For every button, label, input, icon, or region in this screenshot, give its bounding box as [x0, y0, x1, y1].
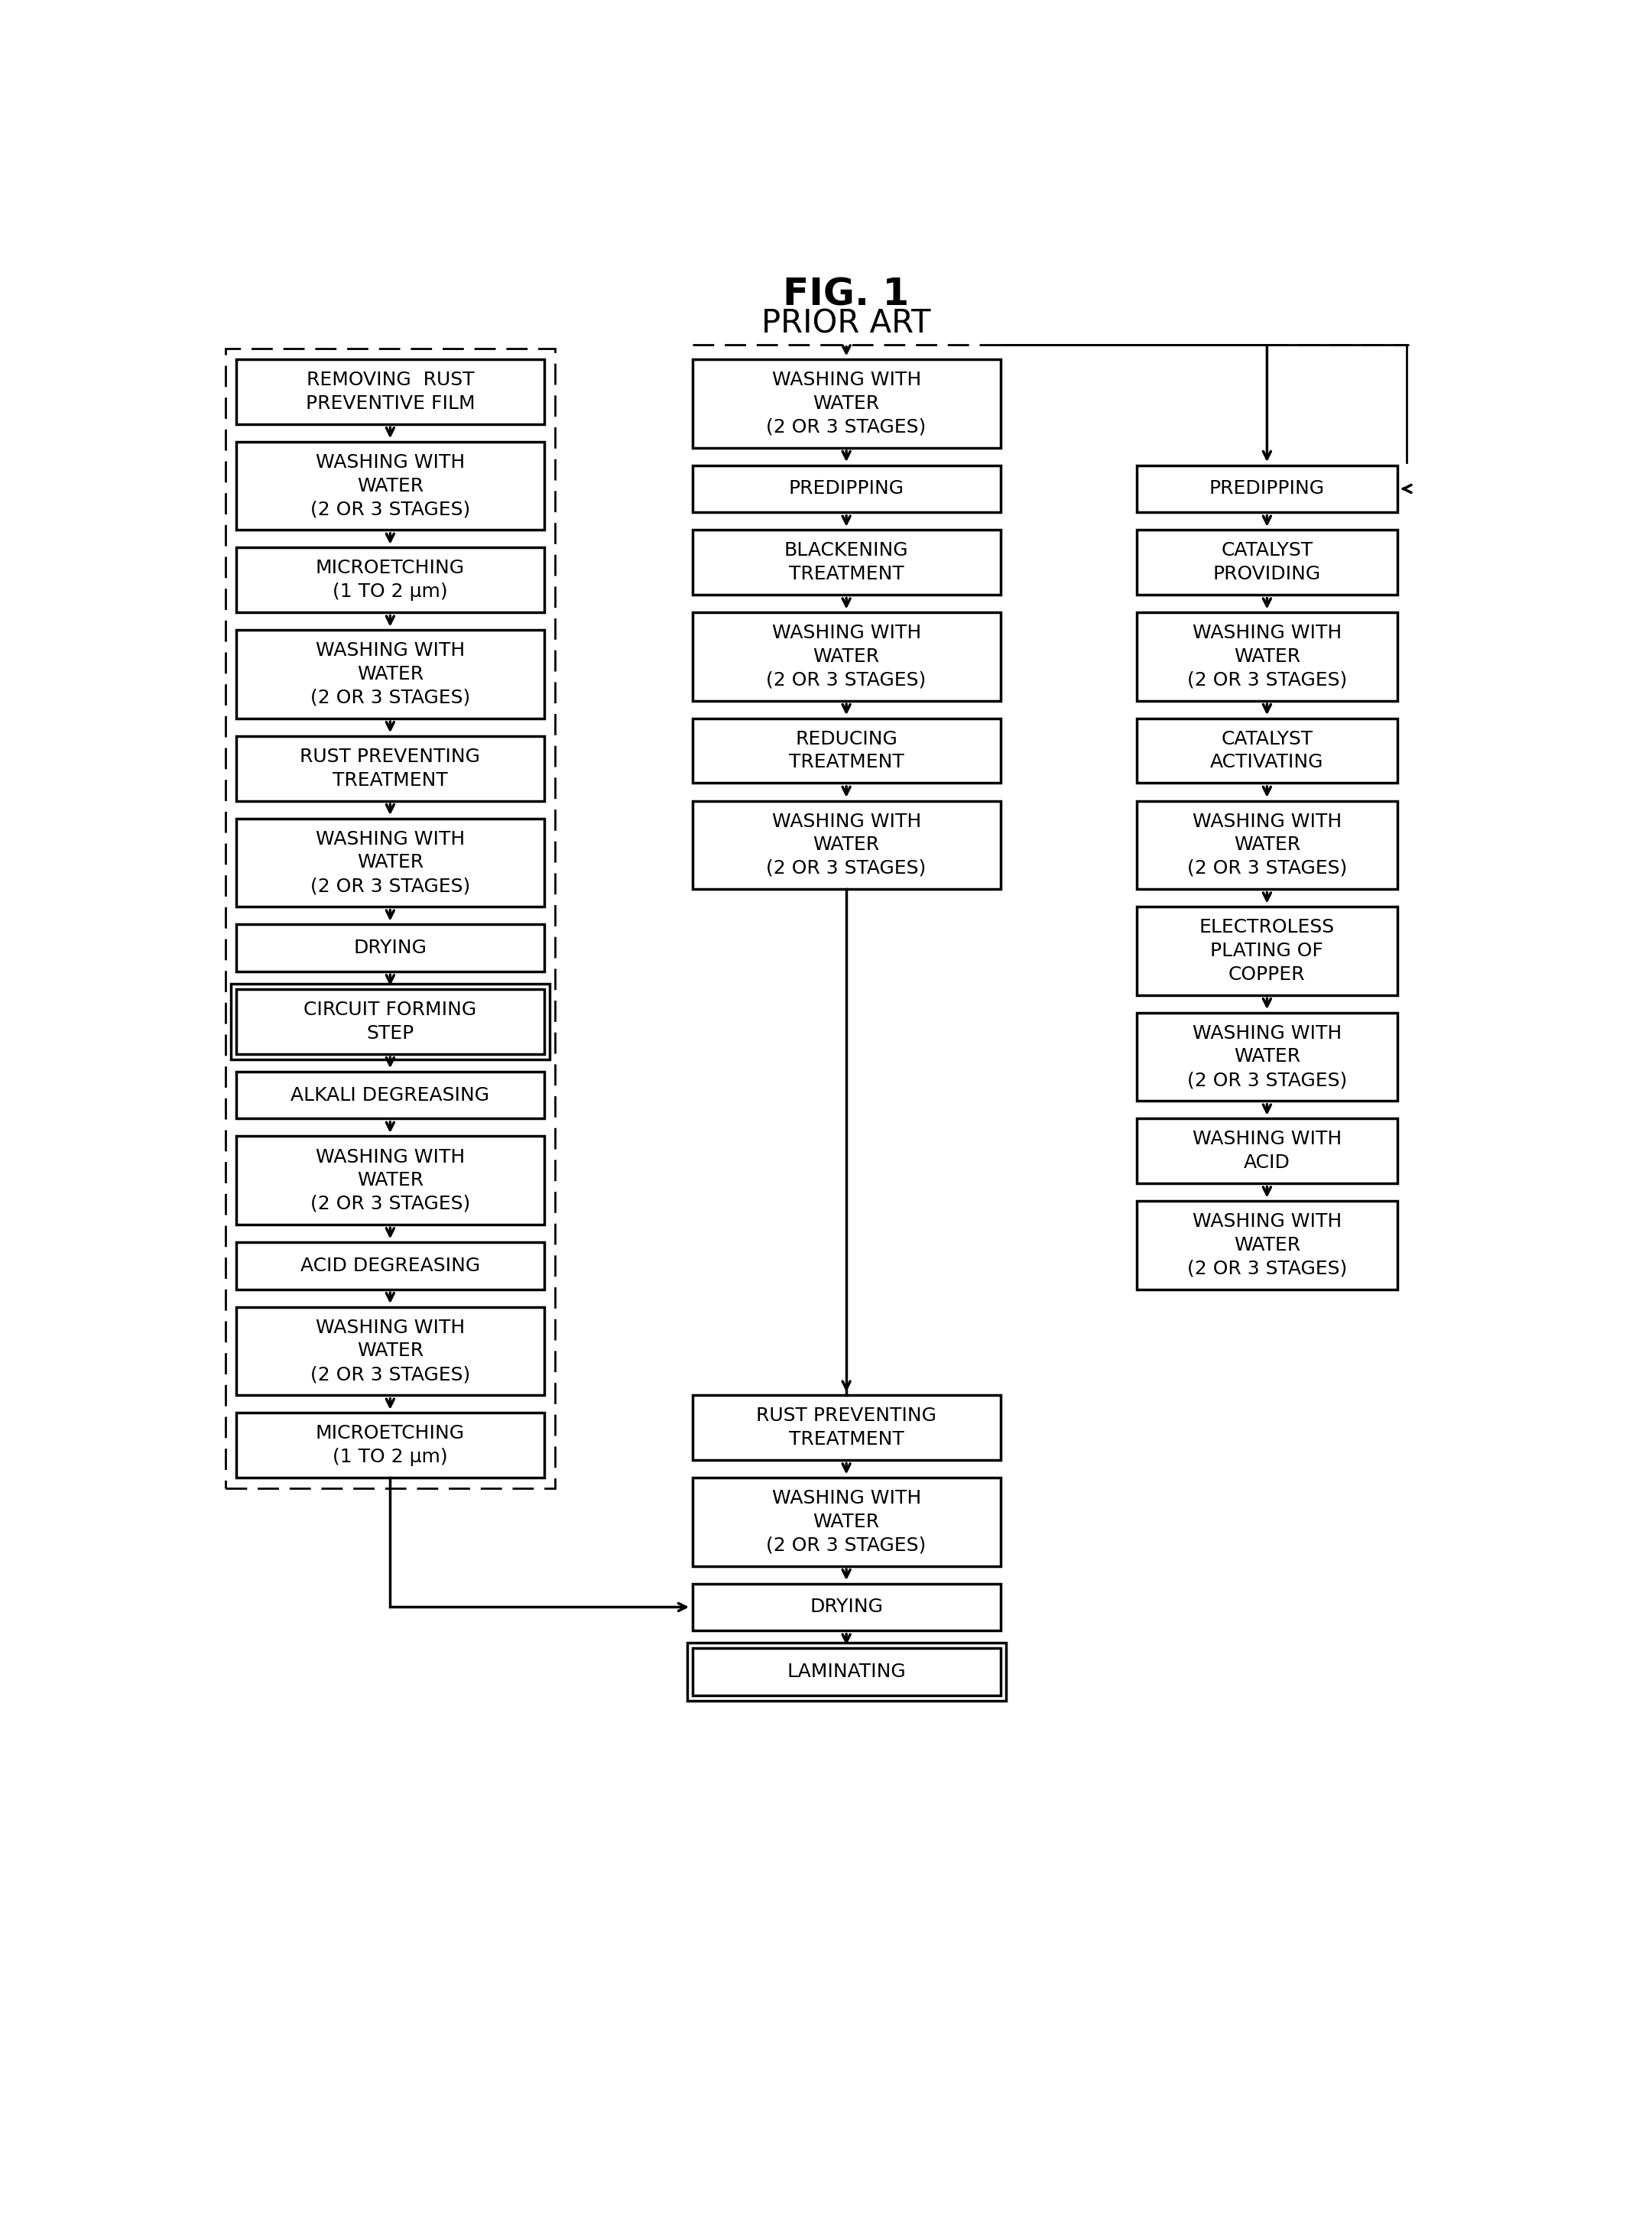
Bar: [236, 990, 544, 1054]
Bar: [1137, 1201, 1398, 1288]
Bar: [236, 1072, 544, 1119]
Text: WASHING WITH
WATER
(2 OR 3 STAGES): WASHING WITH WATER (2 OR 3 STAGES): [311, 452, 471, 519]
Text: ELECTROLESS
PLATING OF
COPPER: ELECTROLESS PLATING OF COPPER: [1199, 918, 1335, 983]
Text: DRYING: DRYING: [354, 938, 426, 956]
Text: REDUCING
TREATMENT: REDUCING TREATMENT: [788, 729, 904, 771]
Bar: [1137, 1012, 1398, 1101]
Text: WASHING WITH
WATER
(2 OR 3 STAGES): WASHING WITH WATER (2 OR 3 STAGES): [767, 811, 927, 878]
Bar: [236, 818, 544, 907]
Bar: [236, 631, 544, 718]
Bar: [236, 1242, 544, 1288]
Text: CATALYST
ACTIVATING: CATALYST ACTIVATING: [1211, 729, 1323, 771]
Text: ACID DEGREASING: ACID DEGREASING: [301, 1257, 481, 1275]
Bar: [1137, 907, 1398, 994]
Bar: [692, 1583, 1001, 1632]
Bar: [1137, 718, 1398, 782]
Bar: [236, 736, 544, 800]
Text: BLACKENING
TREATMENT: BLACKENING TREATMENT: [785, 542, 909, 584]
Text: PREDIPPING: PREDIPPING: [1209, 479, 1325, 497]
Text: WASHING WITH
WATER
(2 OR 3 STAGES): WASHING WITH WATER (2 OR 3 STAGES): [311, 829, 471, 896]
Text: WASHING WITH
ACID: WASHING WITH ACID: [1193, 1130, 1341, 1172]
Text: WASHING WITH
WATER
(2 OR 3 STAGES): WASHING WITH WATER (2 OR 3 STAGES): [1188, 1023, 1346, 1090]
Bar: [692, 718, 1001, 782]
Bar: [692, 1395, 1001, 1460]
Text: REMOVING  RUST
PREVENTIVE FILM: REMOVING RUST PREVENTIVE FILM: [306, 370, 474, 412]
Bar: [1137, 613, 1398, 700]
Text: WASHING WITH
WATER
(2 OR 3 STAGES): WASHING WITH WATER (2 OR 3 STAGES): [1188, 1213, 1346, 1277]
Text: WASHING WITH
WATER
(2 OR 3 STAGES): WASHING WITH WATER (2 OR 3 STAGES): [1188, 624, 1346, 689]
Text: LAMINATING: LAMINATING: [786, 1663, 905, 1681]
Bar: [692, 466, 1001, 513]
Text: FIG. 1: FIG. 1: [783, 276, 910, 312]
Bar: [236, 1137, 544, 1224]
Text: WASHING WITH
WATER
(2 OR 3 STAGES): WASHING WITH WATER (2 OR 3 STAGES): [767, 370, 927, 437]
Bar: [687, 1643, 1006, 1701]
Bar: [236, 1306, 544, 1395]
Text: PRIOR ART: PRIOR ART: [762, 308, 932, 341]
Text: MICROETCHING
(1 TO 2 μm): MICROETCHING (1 TO 2 μm): [316, 1424, 464, 1467]
Bar: [1137, 531, 1398, 595]
Bar: [692, 613, 1001, 700]
Bar: [692, 1478, 1001, 1567]
Text: RUST PREVENTING
TREATMENT: RUST PREVENTING TREATMENT: [301, 747, 481, 789]
Text: WASHING WITH
WATER
(2 OR 3 STAGES): WASHING WITH WATER (2 OR 3 STAGES): [311, 1320, 471, 1384]
Text: WASHING WITH
WATER
(2 OR 3 STAGES): WASHING WITH WATER (2 OR 3 STAGES): [767, 1489, 927, 1554]
Text: WASHING WITH
WATER
(2 OR 3 STAGES): WASHING WITH WATER (2 OR 3 STAGES): [311, 642, 471, 707]
Bar: [236, 359, 544, 424]
Bar: [1137, 1119, 1398, 1184]
Bar: [1137, 466, 1398, 513]
Text: DRYING: DRYING: [809, 1598, 884, 1616]
Bar: [1137, 800, 1398, 889]
Bar: [692, 359, 1001, 448]
Text: PREDIPPING: PREDIPPING: [788, 479, 904, 497]
Bar: [692, 800, 1001, 889]
Text: CIRCUIT FORMING
STEP: CIRCUIT FORMING STEP: [304, 1001, 476, 1043]
Bar: [225, 348, 555, 1489]
Text: WASHING WITH
WATER
(2 OR 3 STAGES): WASHING WITH WATER (2 OR 3 STAGES): [1188, 811, 1346, 878]
Bar: [231, 983, 550, 1059]
Bar: [692, 531, 1001, 595]
Bar: [236, 548, 544, 613]
Text: WASHING WITH
WATER
(2 OR 3 STAGES): WASHING WITH WATER (2 OR 3 STAGES): [311, 1148, 471, 1213]
Bar: [236, 441, 544, 531]
Bar: [236, 1413, 544, 1478]
Bar: [236, 925, 544, 972]
Bar: [692, 1647, 1001, 1696]
Text: CATALYST
PROVIDING: CATALYST PROVIDING: [1213, 542, 1322, 584]
Text: ALKALI DEGREASING: ALKALI DEGREASING: [291, 1086, 489, 1103]
Text: RUST PREVENTING
TREATMENT: RUST PREVENTING TREATMENT: [757, 1406, 937, 1449]
Text: MICROETCHING
(1 TO 2 μm): MICROETCHING (1 TO 2 μm): [316, 559, 464, 602]
Text: WASHING WITH
WATER
(2 OR 3 STAGES): WASHING WITH WATER (2 OR 3 STAGES): [767, 624, 927, 689]
